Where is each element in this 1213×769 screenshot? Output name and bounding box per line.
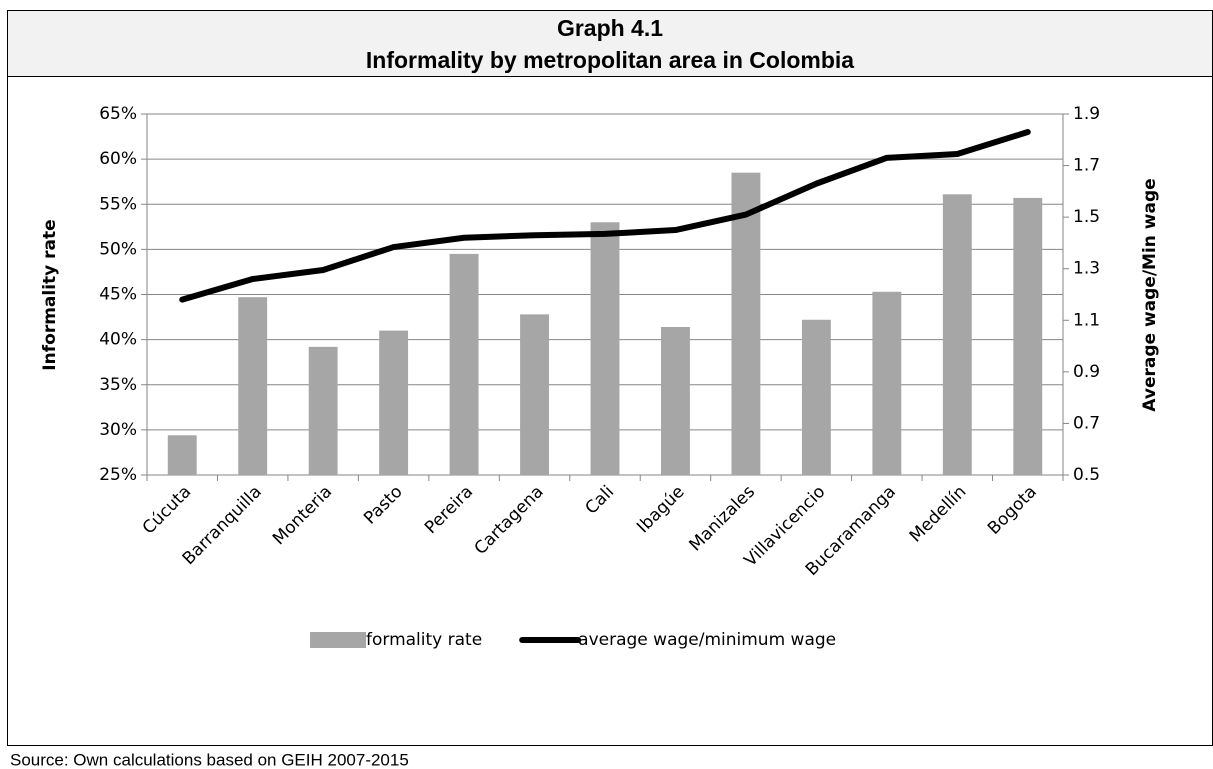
bar [449, 253, 479, 475]
bar [1013, 197, 1043, 475]
bar [238, 297, 268, 475]
y-tick-label: 25% [99, 465, 137, 485]
y2-axis-label: Average wage/Min wage [1140, 178, 1160, 411]
legend-label: average wage/minimum wage [578, 630, 836, 650]
source-note: Source: Own calculations based on GEIH 2… [10, 750, 409, 769]
bar [942, 194, 972, 475]
y2-tick-label: 0.9 [1073, 362, 1100, 382]
y-tick-label: 35% [99, 375, 137, 395]
y-axis-label: Informality rate [40, 219, 60, 370]
y-tick-label: 45% [99, 285, 137, 305]
y-tick-label: 30% [99, 420, 137, 440]
y-tick-label: 65% [99, 104, 137, 124]
bar [590, 222, 620, 475]
y2-tick-label: 0.5 [1073, 465, 1100, 485]
y2-tick-label: 1.7 [1073, 156, 1100, 176]
y-tick-label: 40% [99, 330, 137, 350]
bar [520, 314, 549, 475]
y-tick-label: 55% [99, 194, 137, 214]
legend-label: formality rate [366, 630, 482, 650]
legend-swatch [310, 632, 366, 648]
bar [872, 291, 902, 475]
bar [801, 319, 831, 475]
line [179, 129, 1031, 303]
chart-subtitle: Informality by metropolitan area in Colo… [366, 47, 854, 73]
y2-tick-label: 1.5 [1073, 207, 1100, 227]
chart-title: Graph 4.1 [557, 15, 663, 41]
bar [308, 346, 338, 475]
bar [167, 435, 197, 475]
y2-tick-label: 1.9 [1073, 104, 1100, 124]
y2-tick-label: 0.7 [1073, 413, 1100, 433]
bar [661, 326, 690, 475]
y2-tick-label: 1.3 [1073, 259, 1100, 279]
y2-tick-label: 1.1 [1073, 310, 1100, 330]
bar [379, 330, 409, 475]
y-tick-label: 50% [99, 239, 137, 259]
title-box [7, 10, 1213, 77]
bar [731, 172, 761, 475]
y-tick-label: 60% [99, 149, 137, 169]
